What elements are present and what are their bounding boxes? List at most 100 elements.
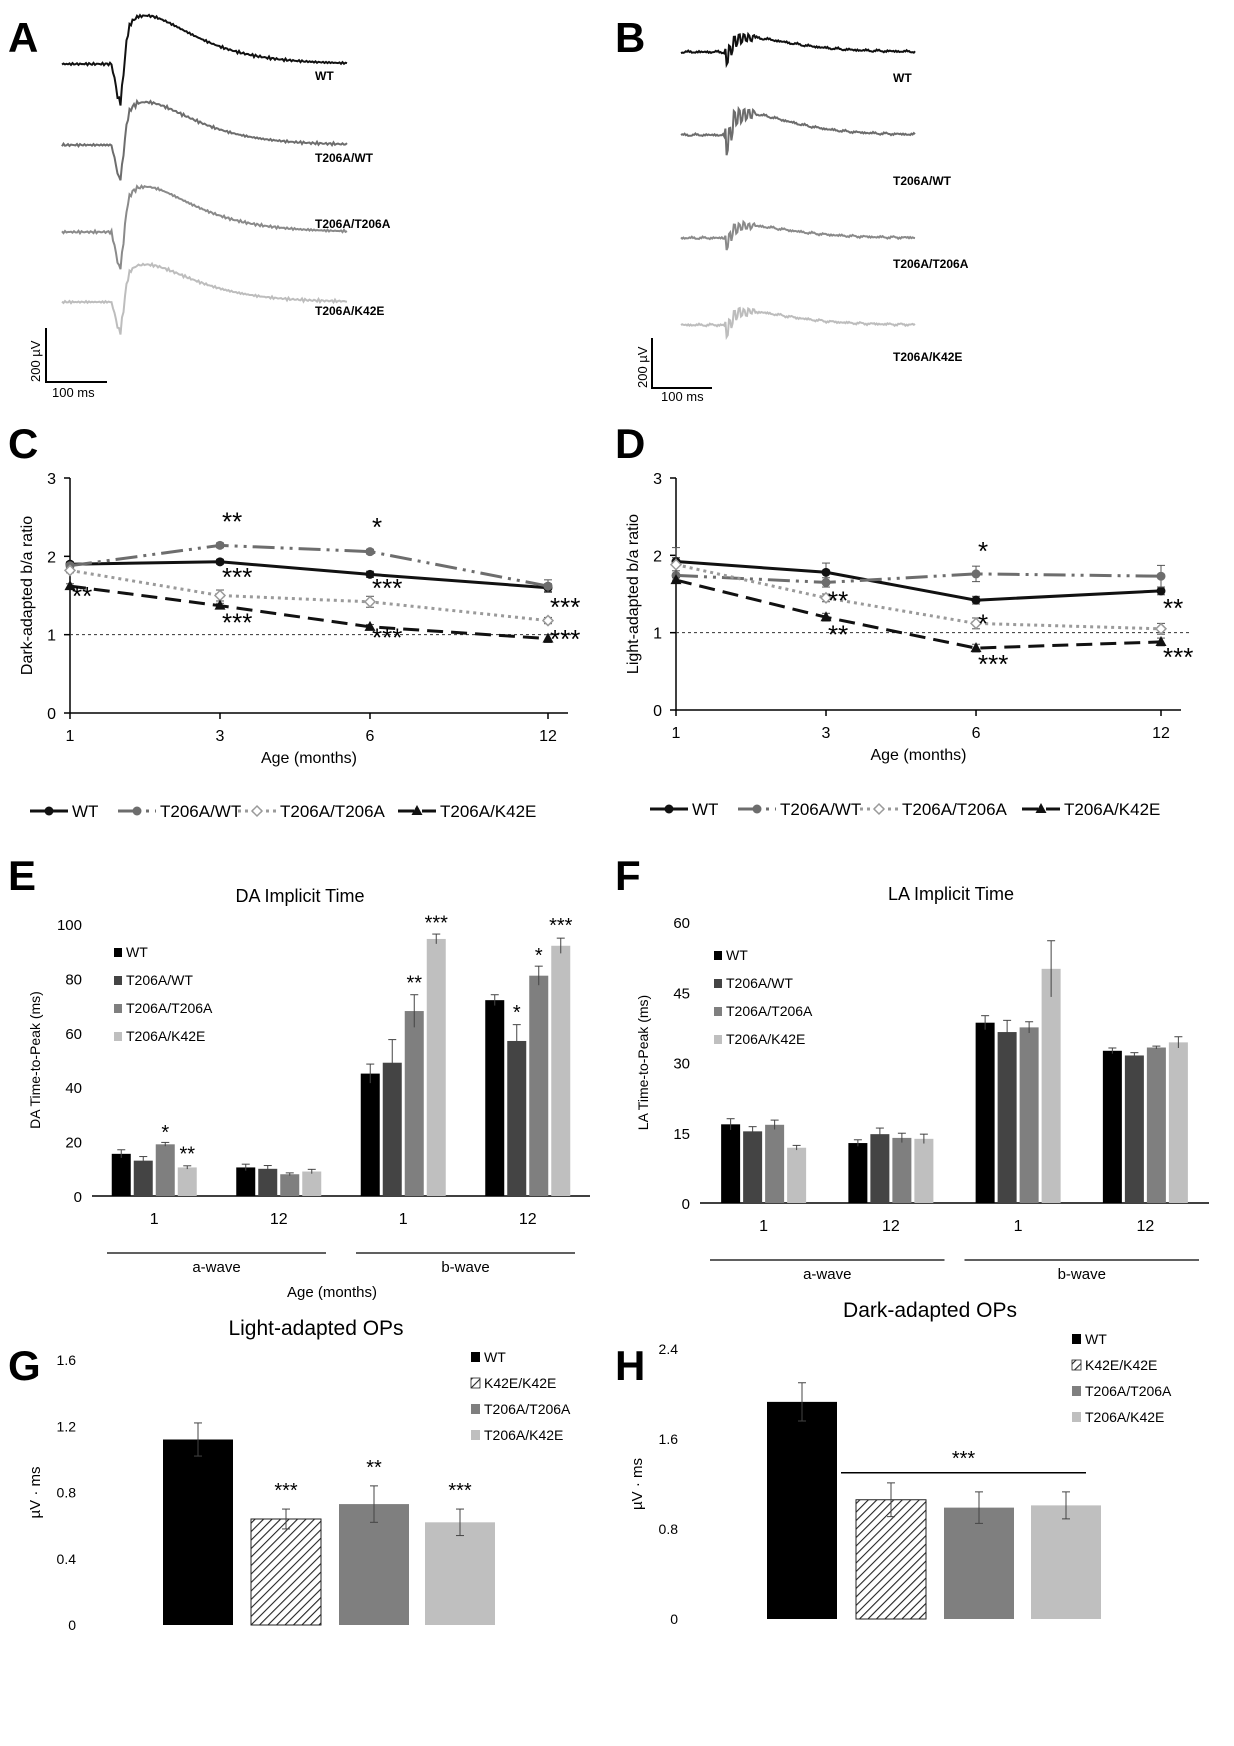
x-tick-label: 3 <box>822 725 831 742</box>
bar <box>855 1499 927 1620</box>
significance-label: * <box>978 609 988 639</box>
erg-label-a-1: T206A/WT <box>315 151 374 165</box>
data-point <box>1155 635 1167 646</box>
legend-label: T206A/WT <box>780 800 861 819</box>
y-tick-label: 100 <box>57 917 82 934</box>
legend-marker <box>250 804 264 818</box>
significance-label: ** <box>828 585 848 615</box>
data-point <box>820 611 832 622</box>
erg-label-b-0: WT <box>893 71 912 85</box>
x-tick-label: 12 <box>882 1218 900 1235</box>
x-tick-label: 12 <box>539 728 557 745</box>
bar <box>425 1522 495 1625</box>
panel-label-f: F <box>615 852 641 899</box>
legend-label: T206A/K42E <box>484 1427 563 1443</box>
legend-swatch <box>714 979 722 988</box>
y-tick-label: 0.8 <box>659 1521 679 1537</box>
bar <box>485 1000 505 1196</box>
chart-title: Dark-adapted OPs <box>843 1299 1017 1322</box>
legend-swatch <box>714 951 722 960</box>
data-point <box>970 642 982 653</box>
erg-label-a-2: T206A/T206A <box>315 217 391 231</box>
legend-swatch <box>471 1430 480 1440</box>
bar <box>551 945 571 1196</box>
data-point <box>365 569 375 579</box>
bar <box>743 1131 763 1203</box>
bar <box>111 1153 131 1196</box>
y-tick-label: 1.6 <box>57 1352 77 1368</box>
bar <box>302 1171 322 1196</box>
significance-label: *** <box>1163 642 1193 672</box>
panel-label-a: A <box>8 14 38 61</box>
legend-swatch <box>114 976 122 985</box>
bar <box>339 1504 409 1625</box>
scale-v-a: 200 µV <box>28 340 43 382</box>
y-axis-title: LA Time-to-Peak (ms) <box>635 995 651 1130</box>
y-tick-label: 45 <box>673 985 690 1002</box>
erg-label-b-3: T206A/K42E <box>893 350 962 364</box>
y-tick-label: 1 <box>47 628 56 645</box>
y-tick-label: 3 <box>653 471 662 488</box>
series-line-3 <box>675 578 1162 650</box>
panel-label-d: D <box>615 420 645 467</box>
series-line-0 <box>675 560 1162 602</box>
legend-swatch <box>1071 1359 1082 1371</box>
significance-label: *** <box>978 649 1008 679</box>
line-legends: WT T206A/WT T206A/T206A T206A/K42E WT T206A/W… <box>30 800 1160 821</box>
data-point <box>364 620 376 631</box>
legend-label: T206A/T206A <box>726 1003 813 1019</box>
scale-t-a: 100 ms <box>52 385 95 400</box>
bar <box>1146 1047 1166 1203</box>
legend-swatch <box>1072 1386 1081 1396</box>
y-axis-title: µV · ms <box>629 1458 646 1510</box>
legend-label: WT <box>692 800 718 819</box>
legend-label: T206A/K42E <box>726 1031 805 1047</box>
panel-label-b: B <box>615 14 645 61</box>
x-tick-label: 1 <box>150 1211 159 1228</box>
data-point <box>363 595 377 608</box>
scale-v-b: 200 µV <box>635 346 650 388</box>
data-point <box>821 577 831 587</box>
age-axis-title-ef: Age (months) <box>287 1284 377 1301</box>
y-tick-label: 2.4 <box>659 1341 679 1357</box>
legend-marker <box>1035 803 1047 813</box>
y-axis-title: Light-adapted b/a ratio <box>625 514 642 674</box>
legend-label: WT <box>1085 1331 1107 1347</box>
data-point <box>821 567 831 577</box>
bar <box>767 1401 837 1619</box>
panel-label-h: H <box>615 1342 645 1389</box>
significance-label: ** <box>179 1144 195 1166</box>
erg-trace-b-2 <box>680 219 916 251</box>
chart-title: DA Implicit Time <box>235 886 364 906</box>
y-tick-label: 2 <box>653 548 662 565</box>
x-tick-label: 1 <box>759 1218 768 1235</box>
data-point <box>215 540 225 550</box>
x-tick-label: 6 <box>972 725 981 742</box>
erg-trace-a-2 <box>61 184 348 270</box>
significance-label: *** <box>222 562 252 592</box>
erg-label-b-2: T206A/T206A <box>893 257 969 271</box>
data-point <box>541 614 555 627</box>
bar-chart-e: DA Implicit Time 0 20 40 60 80 100 DA Time-to-P… <box>27 886 590 1276</box>
chart-title: Light-adapted OPs <box>228 1317 403 1340</box>
bar <box>765 1124 785 1203</box>
data-point <box>215 557 225 567</box>
significance-label: * <box>372 512 382 542</box>
bar <box>426 938 446 1196</box>
erg-trace-a-3 <box>61 261 348 335</box>
bar <box>529 975 549 1196</box>
y-tick-label: 0 <box>682 1196 690 1213</box>
significance-label: *** <box>425 912 449 934</box>
data-point <box>365 547 375 557</box>
bar <box>914 1138 934 1203</box>
legend-swatch <box>471 1404 480 1414</box>
significance-label: * <box>513 1002 521 1024</box>
y-tick-label: 3 <box>47 471 56 488</box>
bar <box>892 1137 912 1203</box>
bar <box>1041 968 1061 1203</box>
significance-label: *** <box>550 592 580 622</box>
erg-trace-a-0 <box>61 13 348 106</box>
bar <box>1168 1042 1188 1203</box>
